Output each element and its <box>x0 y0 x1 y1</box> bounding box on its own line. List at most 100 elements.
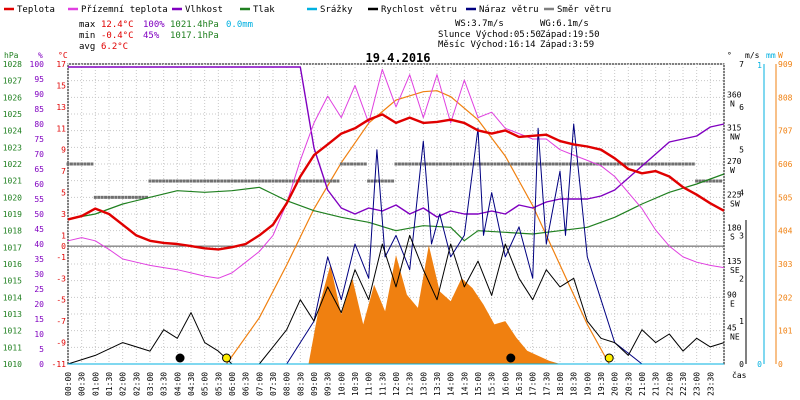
wind-direction-dot <box>128 195 131 199</box>
wind-direction-dot <box>459 162 463 166</box>
wind-direction-dot <box>97 195 101 199</box>
stats-max-temp: 12.4°C <box>101 20 134 30</box>
wind-direction-dot <box>691 162 695 166</box>
stats-ws: WS:3.7m/s <box>455 19 504 29</box>
legend-item: Rychlost větru <box>368 5 457 15</box>
temperature-tick-label: 1 <box>61 231 66 240</box>
time-tick-label: 02:30 <box>132 372 141 396</box>
time-axis-label: čas <box>732 370 747 380</box>
time-tick-label: 10:00 <box>337 372 346 396</box>
humidity-tick-label: 10 <box>34 330 44 339</box>
wind-direction-dot <box>602 162 606 166</box>
wind-direction-dot <box>661 162 664 166</box>
wind-direction-dot <box>278 179 282 183</box>
wind-direction-dot <box>384 179 388 183</box>
wind-direction-dot <box>486 162 490 166</box>
wind-direction-dot <box>281 179 285 183</box>
time-tick-label: 23:00 <box>693 372 702 396</box>
humidity-tick-label: 15 <box>34 315 44 324</box>
direction-tick-degrees: 45 <box>727 324 737 333</box>
wind-direction-dot <box>476 162 480 166</box>
wind-tick-label: 7 <box>739 60 744 69</box>
wind-direction-dot <box>643 162 647 166</box>
wind-direction-dot <box>346 162 350 166</box>
wind-direction-dot <box>630 162 634 166</box>
legend-label: Vlhkost <box>185 5 223 15</box>
wind-direction-dot <box>555 162 559 166</box>
wind-direction-dot <box>637 162 641 166</box>
wind-direction-dot <box>418 162 422 166</box>
direction-tick-compass: NW <box>730 133 740 142</box>
wind-direction-dot <box>698 179 702 183</box>
time-tick-label: 05:00 <box>201 372 210 396</box>
wind-direction-dot <box>134 195 138 199</box>
wind-direction-dot <box>681 162 685 166</box>
wind-direction-dot <box>500 162 504 166</box>
wind-direction-dot <box>339 162 343 166</box>
wind-direction-dot <box>425 162 429 166</box>
pressure-tick-label: 1028 <box>3 60 22 69</box>
wind-direction-dot <box>432 162 436 166</box>
solar-tick-label: 404 <box>778 227 793 236</box>
wind-direction-dot <box>162 179 166 183</box>
time-tick-label: 02:00 <box>119 372 128 396</box>
humidity-tick-label: 85 <box>34 105 44 114</box>
wind-direction-dot <box>83 162 87 166</box>
time-tick-label: 01:30 <box>105 372 114 396</box>
wind-direction-dot <box>117 195 121 199</box>
wind-direction-dot <box>319 179 323 183</box>
wind-direction-dot <box>633 162 637 166</box>
wind-direction-dot <box>264 179 268 183</box>
pressure-axis-label: hPa <box>4 51 19 60</box>
legend-label: Rychlost větru <box>381 5 457 15</box>
pressure-tick-label: 1022 <box>3 160 22 169</box>
chart-title: 19.4.2016 <box>365 51 430 65</box>
wind-direction-dot <box>199 179 203 183</box>
wind-direction-dot <box>73 162 77 166</box>
humidity-tick-label: 5 <box>39 345 44 354</box>
time-tick-label: 06:00 <box>228 372 237 396</box>
wind-direction-dot <box>158 179 162 183</box>
wind-direction-dot <box>107 195 111 199</box>
wind-direction-dot <box>568 162 572 166</box>
wind-direction-dot <box>298 179 302 183</box>
wind-direction-dot <box>145 195 149 199</box>
wind-direction-dot <box>254 179 258 183</box>
legend-item: Teplota <box>4 5 55 15</box>
wind-direction-dot <box>503 162 507 166</box>
grid <box>67 63 725 365</box>
temperature-axis-label: °C <box>58 51 68 60</box>
time-tick-label: 13:00 <box>419 372 428 396</box>
wind-direction-dot <box>87 162 90 166</box>
time-tick-label: 12:00 <box>392 372 401 396</box>
series-temperature-line <box>67 113 725 251</box>
wind-direction-dot <box>329 179 333 183</box>
wind-direction-dot <box>391 179 395 183</box>
wind-direction-dot <box>203 179 207 183</box>
humidity-tick-label: 40 <box>34 240 44 249</box>
pressure-tick-label: 1012 <box>3 327 22 336</box>
time-tick-label: 14:00 <box>447 372 456 396</box>
wind-direction-dot <box>531 162 535 166</box>
wind-direction-dot <box>517 162 521 166</box>
wind-direction-dot <box>363 162 367 166</box>
pressure-tick-label: 1021 <box>3 177 22 186</box>
wind-direction-dot <box>538 162 541 166</box>
wind-direction-dot <box>647 162 651 166</box>
wind-direction-dot <box>667 162 671 166</box>
pressure-tick-label: 1015 <box>3 277 22 286</box>
wind-direction-dot <box>138 195 142 199</box>
time-tick-label: 09:00 <box>310 372 319 396</box>
time-tick-label: 04:30 <box>187 372 196 396</box>
wind-direction-dot <box>93 195 97 199</box>
direction-tick-degrees: 90 <box>727 290 737 299</box>
time-tick-label: 16:30 <box>515 372 524 396</box>
solar-tick-label: 606 <box>778 160 793 169</box>
wind-tick-label: 1 <box>739 317 744 326</box>
wind-direction-dot <box>155 179 159 183</box>
wind-direction-dot <box>674 162 678 166</box>
temperature-tick-label: -9 <box>56 339 66 348</box>
solar-tick-label: 909 <box>778 60 793 69</box>
humidity-axis-label: % <box>38 51 43 60</box>
wind-direction-dot <box>462 162 466 166</box>
